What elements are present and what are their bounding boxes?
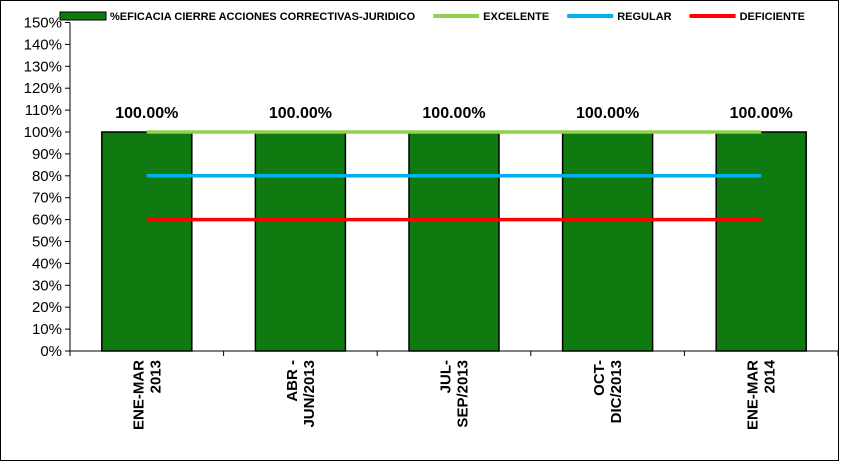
y-tick-label: 20% xyxy=(32,299,62,316)
bar xyxy=(408,131,500,352)
y-tick-label: 80% xyxy=(32,168,62,185)
legend-label: EXCELENTE xyxy=(483,11,549,23)
bar xyxy=(561,131,654,352)
data-label: 100.00% xyxy=(730,105,793,122)
y-tick-label: 10% xyxy=(32,321,62,338)
y-tick-label: 100% xyxy=(24,124,62,141)
bar xyxy=(254,131,347,352)
y-tick-label: 140% xyxy=(24,36,62,53)
x-category-label: ENE-MAR xyxy=(130,360,147,430)
x-category-label: DIC/2013 xyxy=(608,360,625,423)
y-tick-label: 120% xyxy=(24,80,62,97)
y-tick-label: 60% xyxy=(32,212,62,229)
x-category-label: ENE-MAR xyxy=(745,360,762,430)
y-tick-label: 40% xyxy=(32,255,62,272)
x-axis: ENE-MAR 2013 ABR - JUN/2013 JUL- SEP/2013 OCT-… xyxy=(69,350,839,430)
bar xyxy=(101,131,193,352)
y-tick-label: 150% xyxy=(24,15,62,32)
data-label: 100.00% xyxy=(115,105,178,122)
y-axis: 0% 10% 20% 30% 40% 50% 60% 70% 80% 90% 100% 110% 120… xyxy=(24,15,71,360)
y-tick-label: 50% xyxy=(32,234,62,251)
legend-swatch-bar xyxy=(59,11,107,21)
data-label: 100.00% xyxy=(576,105,639,122)
legend-label: REGULAR xyxy=(617,11,671,23)
x-category-label: JUL- xyxy=(438,360,455,393)
y-tick-label: 130% xyxy=(24,58,62,75)
legend: %EFICACIA CIERRE ACCIONES CORRECTIVAS-JU… xyxy=(59,11,805,23)
x-category-label: JUN/2013 xyxy=(301,360,318,428)
x-category-label: SEP/2013 xyxy=(455,360,472,428)
legend-label: DEFICIENTE xyxy=(740,11,805,23)
y-tick-label: 30% xyxy=(32,277,62,294)
data-label: 100.00% xyxy=(422,105,485,122)
x-category-label: 2014 xyxy=(762,359,779,393)
bars xyxy=(101,131,807,352)
data-label: 100.00% xyxy=(269,105,332,122)
threshold-lines xyxy=(146,130,762,222)
y-tick-label: 0% xyxy=(40,343,62,360)
y-tick-label: 110% xyxy=(25,102,62,119)
data-labels: 100.00% 100.00% 100.00% 100.00% 100.00% xyxy=(115,105,793,122)
x-category-label: ABR - xyxy=(284,360,301,402)
x-category-label: OCT- xyxy=(591,360,608,396)
bar xyxy=(715,131,807,352)
y-tick-label: 70% xyxy=(32,190,62,207)
x-category-label: 2013 xyxy=(147,360,164,393)
y-tick-label: 90% xyxy=(32,146,62,163)
legend-label: %EFICACIA CIERRE ACCIONES CORRECTIVAS-JU… xyxy=(110,11,416,23)
